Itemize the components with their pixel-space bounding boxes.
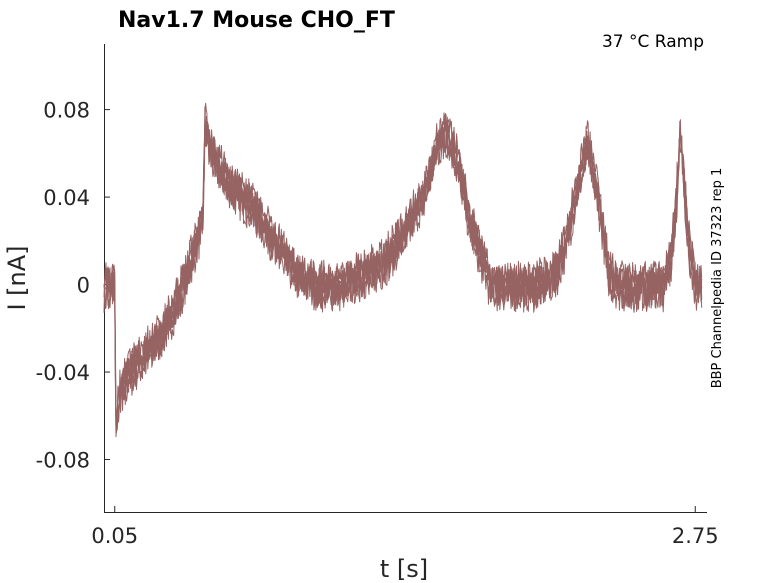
- y-axis-label: I [nA]: [3, 245, 31, 310]
- x-tick-label: 2.75: [672, 524, 719, 548]
- chart-subtitle: 37 °C Ramp: [602, 32, 704, 52]
- plot-area: [103, 102, 703, 438]
- x-axis-label: t [s]: [380, 555, 428, 583]
- y-tick-label: 0.04: [43, 186, 90, 210]
- x-ticks: 0.05 2.75: [91, 506, 719, 548]
- channelpedia-id-note: BBP Channelpedia ID 37323 rep 1: [710, 168, 725, 389]
- current-trace: [103, 102, 703, 428]
- y-tick-label: 0.08: [43, 99, 90, 123]
- chart-title: Nav1.7 Mouse CHO_FT: [118, 8, 395, 33]
- y-ticks: 0.08 0.04 0 -0.04 -0.08: [36, 99, 110, 473]
- y-tick-label: 0: [77, 274, 90, 298]
- y-tick-label: -0.04: [36, 361, 90, 385]
- y-tick-label: -0.08: [36, 449, 90, 473]
- x-tick-label: 0.05: [91, 524, 138, 548]
